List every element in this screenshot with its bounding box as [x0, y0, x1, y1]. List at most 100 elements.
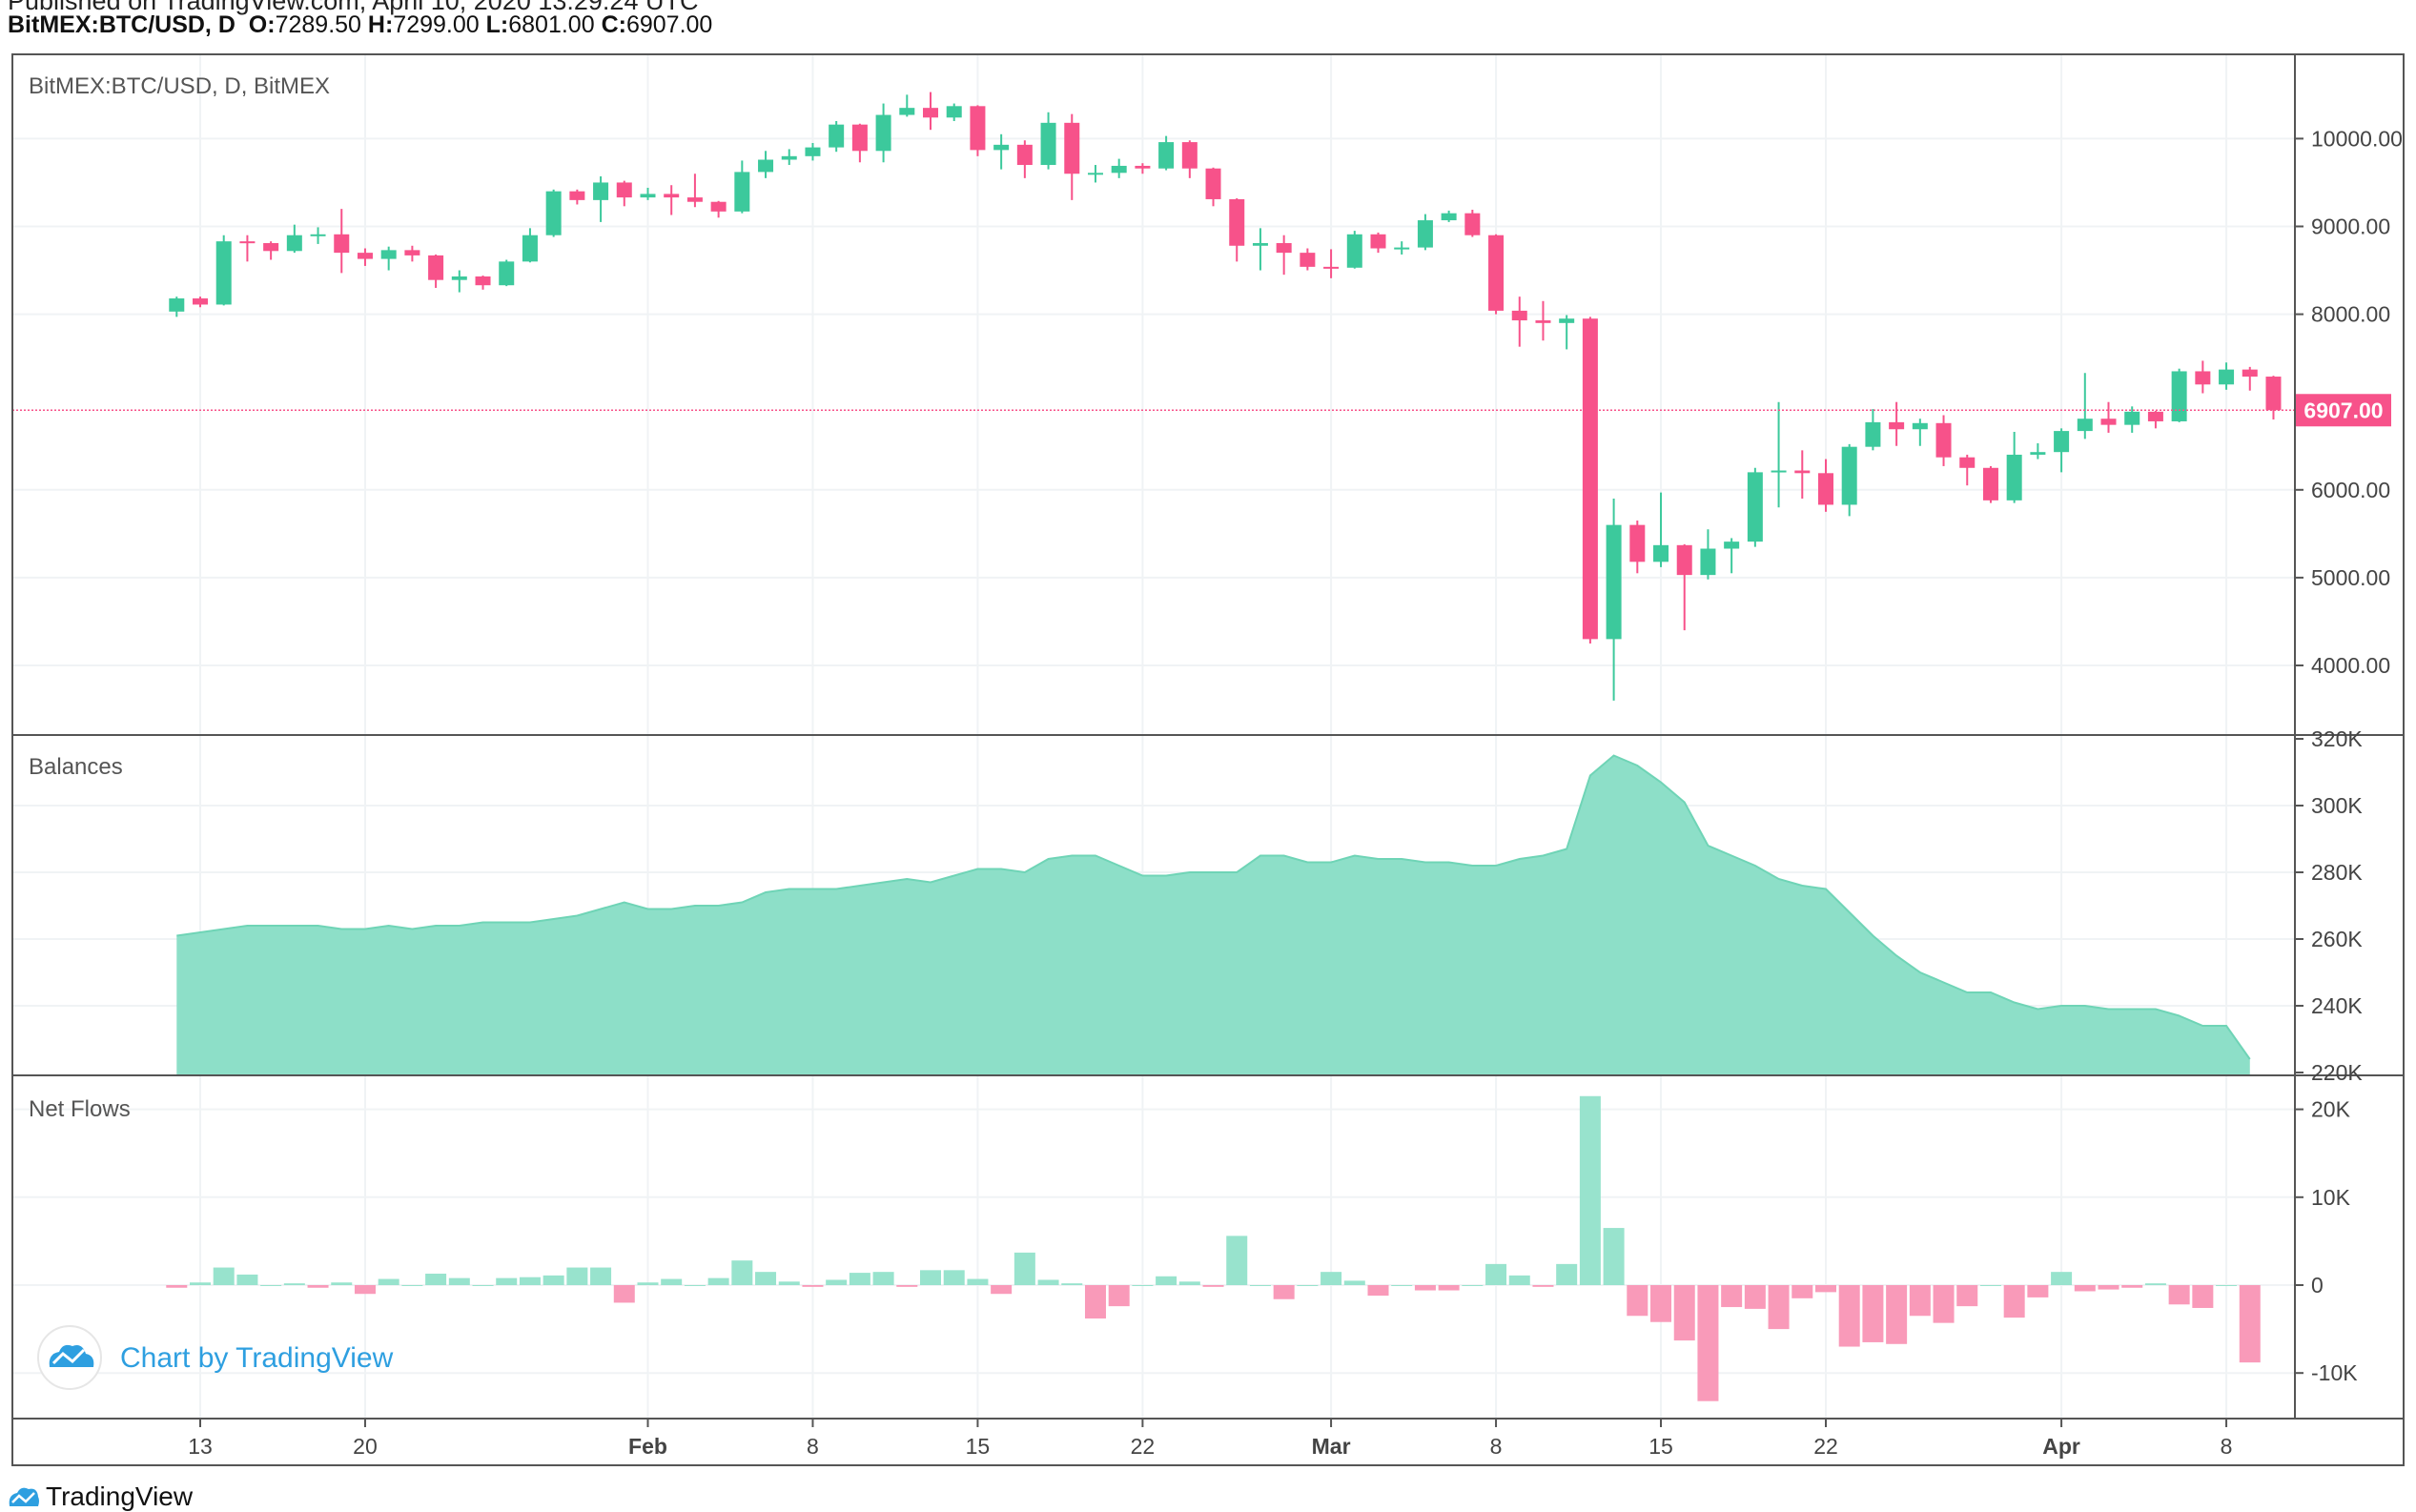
candle[interactable] [1229, 198, 1245, 262]
net-flow-bar[interactable] [1886, 1285, 1908, 1344]
candle[interactable] [2147, 410, 2163, 429]
candle[interactable] [1771, 401, 1787, 508]
candle[interactable] [1111, 158, 1127, 178]
net-flow-bar[interactable] [661, 1278, 683, 1285]
candle[interactable] [2171, 368, 2187, 422]
net-flow-bar[interactable] [519, 1277, 541, 1285]
net-flow-bar[interactable] [354, 1285, 376, 1295]
net-flow-bar[interactable] [2192, 1285, 2214, 1308]
candle[interactable] [428, 254, 444, 288]
net-flow-bar[interactable] [707, 1277, 729, 1285]
candle[interactable] [2265, 376, 2282, 420]
net-flow-bar[interactable] [1956, 1285, 1978, 1307]
candle[interactable] [1064, 113, 1080, 200]
candle[interactable] [1346, 231, 1362, 269]
candle[interactable] [1747, 467, 1763, 547]
candle[interactable] [1016, 140, 1033, 178]
net-flow-bar[interactable] [991, 1285, 1013, 1295]
net-flow-bar[interactable] [378, 1278, 399, 1285]
candle[interactable] [1982, 465, 1998, 503]
net-flow-bar[interactable] [1508, 1275, 1530, 1285]
candle[interactable] [1252, 228, 1268, 271]
candle[interactable] [805, 143, 821, 161]
candle[interactable] [1653, 492, 1669, 567]
net-flow-bar[interactable] [826, 1279, 848, 1285]
net-flows-pane[interactable] [166, 1095, 2261, 1401]
net-flow-bar[interactable] [778, 1281, 800, 1285]
candle[interactable] [664, 185, 680, 215]
net-flow-bar[interactable] [1156, 1276, 1177, 1285]
net-flow-bar[interactable] [1297, 1285, 1319, 1286]
candle[interactable] [1370, 232, 1386, 254]
candle[interactable] [946, 103, 962, 121]
candle[interactable] [1889, 401, 1905, 446]
net-flow-bar[interactable] [1273, 1285, 1295, 1299]
footer-brand[interactable]: TradingView [8, 1481, 193, 1512]
candle[interactable] [616, 180, 632, 207]
net-flow-bar[interactable] [613, 1285, 635, 1303]
net-flow-bar[interactable] [1061, 1283, 1083, 1285]
candle[interactable] [545, 189, 562, 237]
net-flow-bar[interactable] [2144, 1283, 2166, 1285]
net-flow-bar[interactable] [1249, 1285, 1271, 1286]
candle[interactable] [1511, 296, 1527, 347]
candle[interactable] [1559, 315, 1575, 350]
candle[interactable] [1700, 529, 1716, 580]
candle[interactable] [1417, 214, 1433, 251]
net-flow-bar[interactable] [1697, 1285, 1719, 1401]
net-flow-bar[interactable] [1721, 1285, 1743, 1308]
net-flow-bar[interactable] [496, 1277, 518, 1285]
net-flow-bar[interactable] [2121, 1285, 2143, 1288]
candle[interactable] [686, 174, 703, 208]
net-flow-bar[interactable] [283, 1283, 305, 1285]
candle[interactable] [475, 276, 491, 290]
net-flow-bar[interactable] [637, 1282, 659, 1285]
candle[interactable] [758, 151, 774, 178]
candle[interactable] [1935, 415, 1952, 466]
net-flow-bar[interactable] [2098, 1285, 2119, 1290]
candle[interactable] [2054, 428, 2070, 473]
net-flow-bar[interactable] [896, 1285, 918, 1287]
net-flow-bar[interactable] [425, 1274, 447, 1285]
net-flow-bar[interactable] [849, 1273, 870, 1285]
candle[interactable] [404, 245, 420, 262]
candle[interactable] [1087, 165, 1103, 183]
net-flow-bar[interactable] [802, 1285, 824, 1287]
net-flow-bar[interactable] [1814, 1285, 1836, 1293]
net-flow-bar[interactable] [920, 1270, 942, 1285]
net-flow-bar[interactable] [1485, 1263, 1507, 1285]
candle[interactable] [1865, 409, 1881, 451]
net-flow-bar[interactable] [236, 1274, 258, 1285]
net-flow-bar[interactable] [2003, 1285, 2025, 1318]
candle[interactable] [970, 105, 986, 156]
candle[interactable] [899, 94, 915, 117]
candle[interactable] [993, 133, 1010, 170]
net-flow-bar[interactable] [331, 1282, 353, 1285]
candle[interactable] [829, 120, 845, 153]
candle[interactable] [310, 227, 326, 244]
net-flow-bar[interactable] [1862, 1285, 1884, 1342]
candle[interactable] [239, 235, 256, 262]
net-flow-bar[interactable] [1933, 1285, 1955, 1323]
net-flow-bar[interactable] [1202, 1285, 1224, 1287]
candle[interactable] [286, 224, 302, 254]
net-flow-bar[interactable] [1462, 1285, 1484, 1286]
candle[interactable] [1441, 210, 1457, 222]
balances-pane[interactable] [176, 754, 2251, 1076]
candle[interactable] [357, 248, 373, 266]
candle[interactable] [1817, 459, 1833, 512]
net-flow-bar[interactable] [401, 1285, 423, 1286]
candle[interactable] [499, 259, 515, 287]
net-flow-bar[interactable] [1532, 1285, 1554, 1287]
net-flow-bar[interactable] [1627, 1285, 1648, 1317]
net-flow-bar[interactable] [684, 1285, 706, 1286]
net-flow-bar[interactable] [967, 1278, 989, 1285]
candle[interactable] [2195, 360, 2211, 394]
net-flow-bar[interactable] [2239, 1285, 2261, 1363]
net-flow-bar[interactable] [2074, 1285, 2096, 1292]
candle[interactable] [851, 123, 868, 163]
net-flow-bar[interactable] [1343, 1280, 1365, 1285]
price-pane[interactable] [12, 92, 2295, 701]
net-flow-bar[interactable] [190, 1282, 211, 1285]
